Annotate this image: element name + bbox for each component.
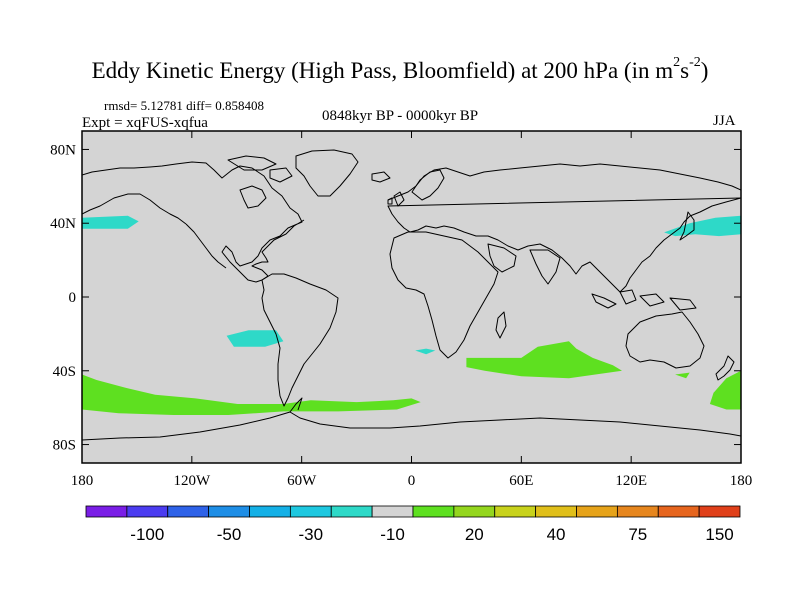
- coast-eurasia-east: [387, 197, 741, 293]
- colorbar-swatch: [208, 505, 250, 518]
- colorbar-swatch: [289, 505, 332, 518]
- coast-india: [529, 249, 561, 285]
- lon-label: 120E: [615, 473, 647, 489]
- colorbar-label: -100: [130, 525, 164, 544]
- colorbar-swatch: [330, 505, 373, 518]
- anomaly-n-pacific-west: [664, 215, 741, 237]
- colorbar-swatch: [167, 505, 210, 518]
- experiment-label: Expt = xqFUS-xqfua: [82, 115, 208, 131]
- anomaly-south-of-nz: [709, 370, 741, 410]
- coast-antarctica: [82, 411, 741, 441]
- coast-british-isles: [387, 191, 405, 207]
- colorbar-swatch: [453, 505, 496, 518]
- anomaly-layer: [82, 215, 741, 415]
- anomaly-southern-ocean-indian: [466, 341, 622, 379]
- lon-label: 180: [71, 473, 94, 489]
- coast-hudson-bay: [239, 185, 267, 209]
- colorbar-swatch: [698, 505, 741, 518]
- anomaly-se-pacific: [226, 330, 284, 347]
- coast-new-zealand: [715, 355, 735, 381]
- coast-australia: [625, 311, 705, 369]
- rmsd-stats: rmsd= 5.12781 diff= 0.858408: [104, 98, 264, 113]
- colorbar-label: 75: [628, 525, 647, 544]
- colorbar-swatch: [126, 505, 169, 518]
- coast-se-asia-islands: [591, 289, 697, 311]
- lat-label: 40S: [53, 364, 76, 380]
- lon-label: 60W: [287, 473, 317, 489]
- anomaly-southern-ocean-pacific: [82, 374, 421, 415]
- coast-madagascar: [495, 311, 507, 339]
- axis-ticks: 80N 40N 0 40S 80S 180 120W 60W 0 60E 120E 180: [50, 131, 752, 489]
- colorbar-label: -50: [217, 525, 242, 544]
- plot-title: Eddy Kinetic Energy (High Pass, Bloomfie…: [0, 55, 800, 84]
- anomaly-n-pacific-east: [82, 215, 139, 229]
- coast-scandinavia: [411, 169, 445, 201]
- lon-label: 180: [730, 473, 753, 489]
- lat-label: 80S: [53, 438, 76, 454]
- title-sup-1: 2: [673, 55, 681, 71]
- colorbar-label: 150: [705, 525, 733, 544]
- coast-arabia: [487, 243, 517, 273]
- coast-north-america: [82, 161, 305, 283]
- anomaly-south-of-australia: [675, 372, 690, 379]
- colorbar-swatch: [249, 505, 291, 518]
- coast-south-america: [261, 273, 339, 407]
- coast-alaska-west: [82, 193, 187, 225]
- colorbar: -100 -50 -30 -10 20 40 75 150: [85, 505, 741, 544]
- lat-label: 40N: [50, 216, 76, 232]
- coast-greenland: [295, 149, 359, 197]
- coast-us-west: [185, 223, 227, 269]
- colorbar-label: 40: [547, 525, 566, 544]
- coast-africa: [389, 231, 499, 359]
- lon-label: 120W: [173, 473, 211, 489]
- season-label: JJA: [713, 113, 736, 129]
- title-mid: s: [680, 58, 690, 83]
- colorbar-swatch: [412, 505, 455, 518]
- title-main: Eddy Kinetic Energy (High Pass, Bloomfie…: [91, 58, 674, 83]
- colorbar-swatch: [494, 505, 537, 518]
- lat-label: 0: [69, 290, 77, 306]
- colorbar-label: 20: [465, 525, 484, 544]
- coast-antarctic-peninsula: [289, 397, 303, 413]
- colorbar-swatch: [535, 505, 577, 518]
- coast-arctic-islands: [227, 155, 293, 183]
- coast-iceland: [371, 171, 391, 183]
- title-end: ): [700, 58, 709, 83]
- colorbar-swatch: [576, 505, 618, 518]
- title-sup-2: -2: [689, 55, 701, 71]
- period-label: 0848kyr BP - 0000kyr BP: [322, 108, 479, 124]
- colorbar-swatch: [371, 505, 414, 518]
- colorbar-swatch: [616, 505, 659, 518]
- anomaly-s-atlantic-small: [415, 348, 436, 355]
- coast-japan: [679, 211, 695, 241]
- lat-label: 80N: [50, 142, 76, 158]
- lon-label: 0: [408, 473, 416, 489]
- colorbar-swatch: [657, 505, 700, 518]
- lon-label: 60E: [509, 473, 533, 489]
- colorbar-label: -30: [299, 525, 324, 544]
- colorbar-label: -10: [380, 525, 405, 544]
- colorbar-swatch: [85, 505, 128, 518]
- coastlines: [82, 149, 741, 441]
